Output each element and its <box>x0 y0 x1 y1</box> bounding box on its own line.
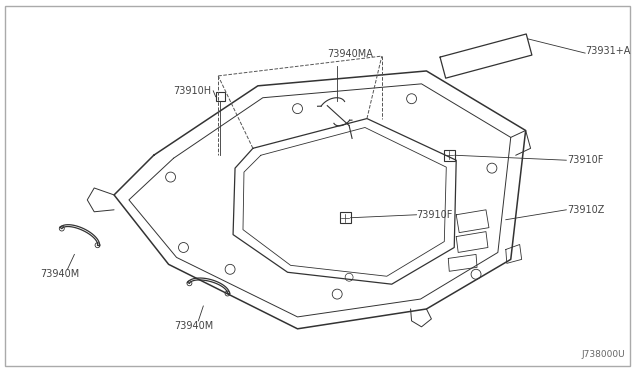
Text: J738000U: J738000U <box>581 350 625 359</box>
Text: 73910H: 73910H <box>173 86 211 96</box>
Bar <box>340 212 351 223</box>
Bar <box>216 92 225 101</box>
Text: 73940MA: 73940MA <box>327 49 373 59</box>
Text: 73931+A: 73931+A <box>585 46 630 56</box>
Text: 73940M: 73940M <box>174 321 213 331</box>
Text: 73910F: 73910F <box>567 155 604 165</box>
Text: 73910F: 73910F <box>417 210 453 220</box>
Text: 73940M: 73940M <box>40 269 79 279</box>
Text: 73910Z: 73910Z <box>567 205 605 215</box>
Bar <box>444 150 455 161</box>
